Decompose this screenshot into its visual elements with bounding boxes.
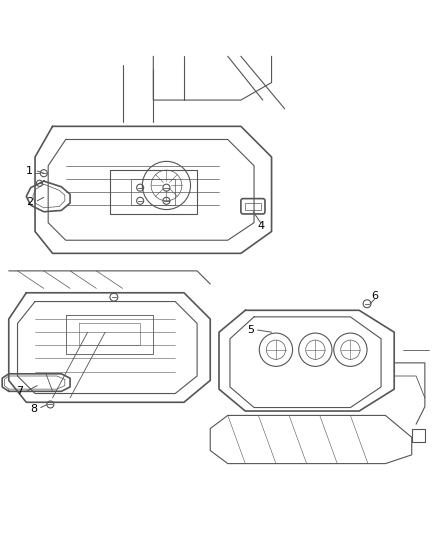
Text: 8: 8 [31,404,38,414]
Text: 1: 1 [26,166,33,176]
Text: 4: 4 [257,221,264,231]
Bar [245,203,261,211]
Text: 2: 2 [26,197,33,207]
Text: 7: 7 [16,386,23,397]
Text: 5: 5 [247,325,254,335]
Text: 6: 6 [371,291,378,301]
